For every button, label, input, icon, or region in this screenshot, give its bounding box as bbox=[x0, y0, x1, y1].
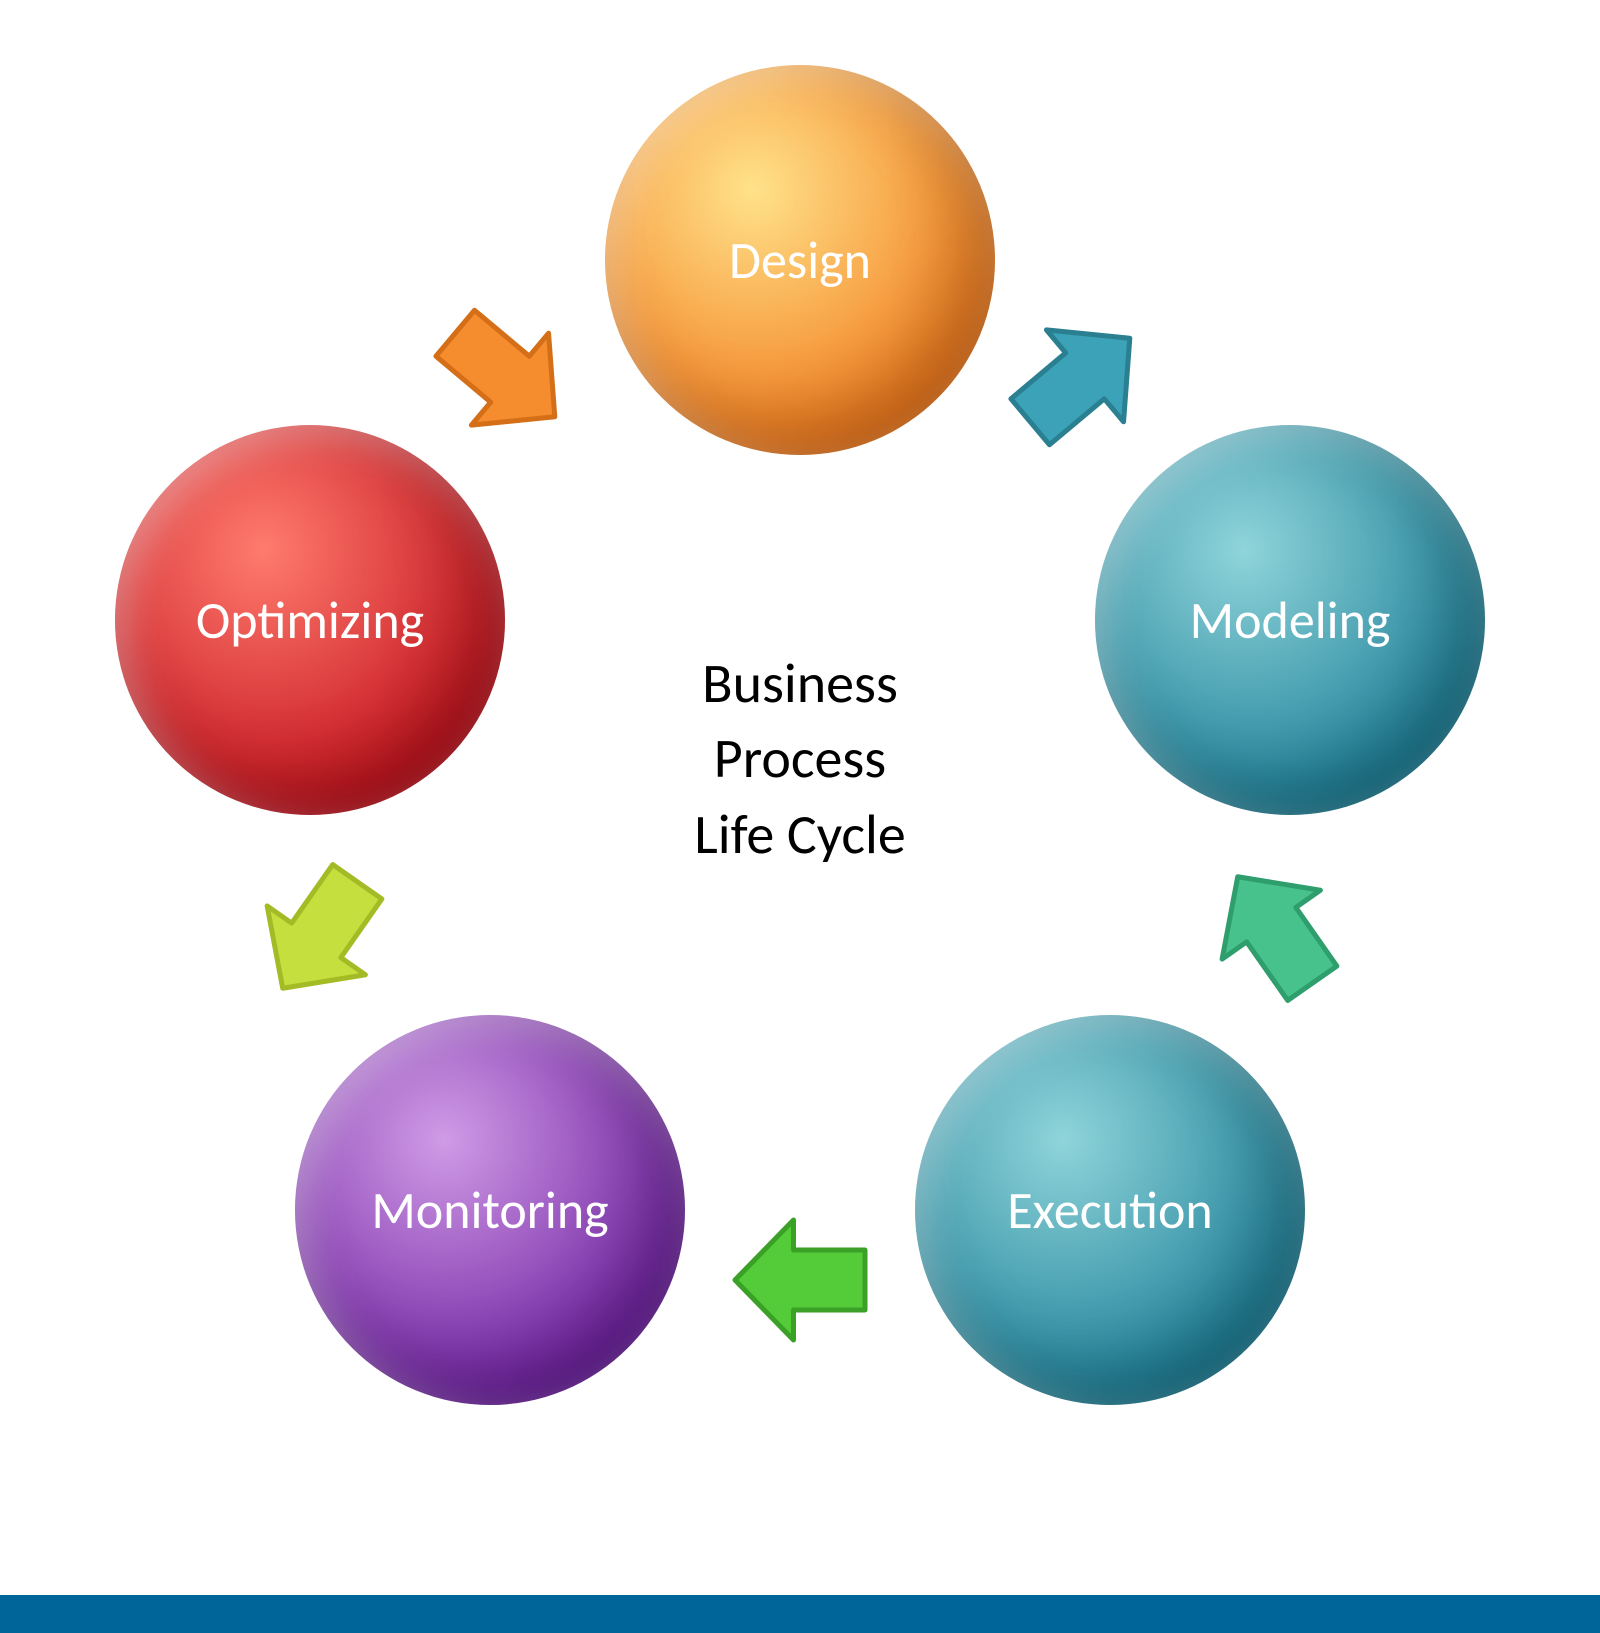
node-label-modeling: Modeling bbox=[1190, 588, 1391, 652]
center-title-line-2: Process bbox=[714, 725, 886, 793]
bottom-accent-bar bbox=[0, 1595, 1600, 1633]
node-optimizing: Optimizing bbox=[115, 425, 505, 815]
arrow-modeling-to-execution bbox=[1175, 828, 1376, 1031]
center-title-line-1: Business bbox=[702, 650, 898, 718]
node-label-optimizing: Optimizing bbox=[196, 588, 424, 652]
node-execution: Execution bbox=[915, 1015, 1305, 1405]
node-monitoring: Monitoring bbox=[295, 1015, 685, 1405]
node-label-design: Design bbox=[729, 228, 871, 292]
cycle-diagram: Business Process Life Cycle Design Modeli… bbox=[0, 0, 1600, 1633]
center-title: Business Process Life Cycle bbox=[550, 647, 1050, 874]
node-label-execution: Execution bbox=[1007, 1178, 1212, 1242]
center-title-line-3: Life Cycle bbox=[694, 801, 906, 869]
arrow-design-to-modeling bbox=[978, 278, 1183, 482]
arrow-execution-to-monitoring bbox=[725, 1210, 875, 1350]
arrow-optimizing-to-design bbox=[403, 273, 608, 477]
arrow-monitoring-to-optimizing bbox=[220, 833, 421, 1036]
node-modeling: Modeling bbox=[1095, 425, 1485, 815]
node-label-monitoring: Monitoring bbox=[371, 1178, 608, 1242]
node-design: Design bbox=[605, 65, 995, 455]
